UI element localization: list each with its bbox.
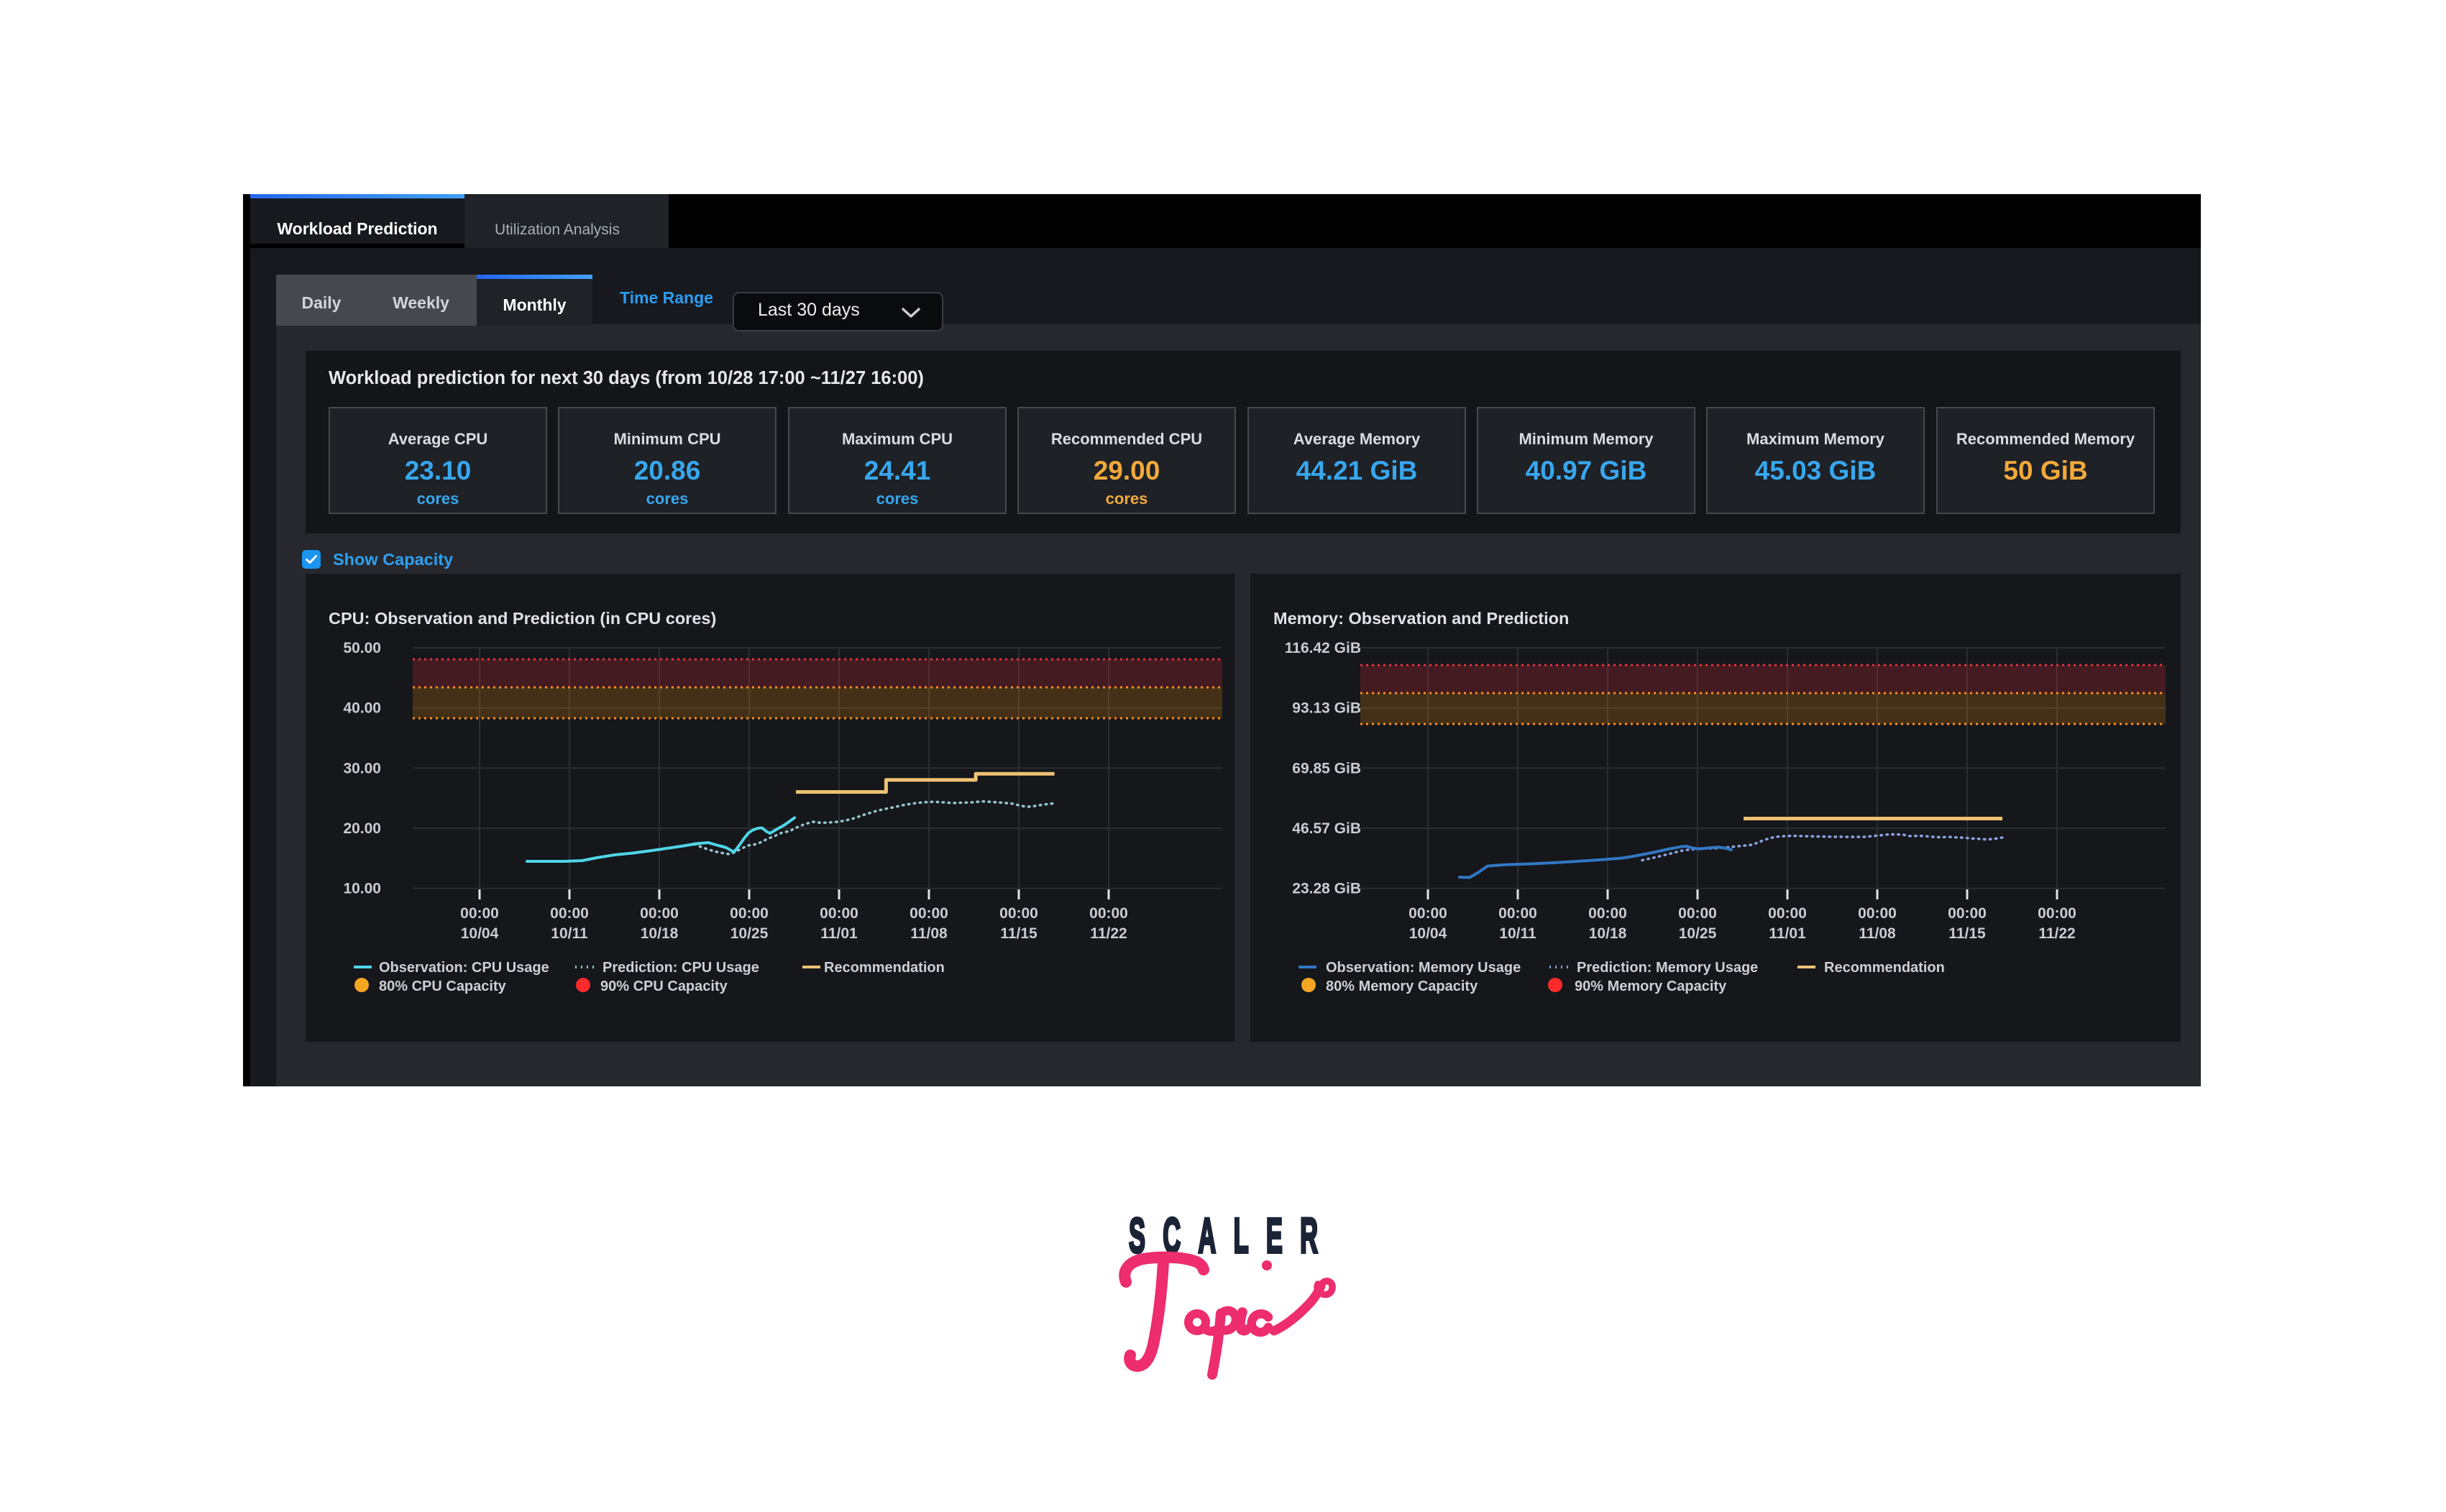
svg-text:11/01: 11/01: [820, 925, 858, 942]
svg-text:11/08: 11/08: [910, 925, 948, 942]
svg-text:10.00: 10.00: [343, 881, 381, 897]
svg-text:00:00: 00:00: [550, 905, 589, 922]
svg-text:00:00: 00:00: [460, 905, 499, 922]
svg-text:10/25: 10/25: [730, 925, 769, 942]
svg-text:80% Memory Capacity: 80% Memory Capacity: [1326, 979, 1478, 994]
svg-text:00:00: 00:00: [1588, 905, 1627, 922]
svg-text:10/11: 10/11: [551, 925, 588, 942]
svg-text:00:00: 00:00: [1858, 905, 1897, 922]
svg-text:90% Memory Capacity: 90% Memory Capacity: [1575, 979, 1727, 994]
svg-text:Prediction: CPU Usage: Prediction: CPU Usage: [603, 960, 759, 976]
svg-text:11/22: 11/22: [1090, 925, 1127, 942]
svg-text:10/25: 10/25: [1679, 925, 1717, 942]
svg-text:10/18: 10/18: [1589, 925, 1627, 942]
svg-text:00:00: 00:00: [1408, 905, 1447, 922]
svg-text:Observation: Memory Usage: Observation: Memory Usage: [1326, 960, 1521, 976]
svg-text:00:00: 00:00: [1948, 905, 1987, 922]
svg-text:Recommendation: Recommendation: [1824, 960, 1945, 976]
svg-text:11/22: 11/22: [2038, 925, 2075, 942]
svg-text:69.85 GiB: 69.85 GiB: [1292, 760, 1361, 776]
svg-text:00:00: 00:00: [640, 905, 679, 922]
svg-text:Prediction: Memory Usage: Prediction: Memory Usage: [1577, 960, 1758, 976]
svg-text:Recommendation: Recommendation: [824, 960, 945, 976]
svg-text:10/11: 10/11: [1499, 925, 1536, 942]
svg-text:00:00: 00:00: [1678, 905, 1717, 922]
svg-text:10/04: 10/04: [1409, 925, 1447, 942]
svg-text:11/15: 11/15: [1000, 925, 1038, 942]
svg-text:CPU: Observation and Predictio: CPU: Observation and Prediction (in CPU …: [329, 609, 716, 628]
svg-text:116.42 GiB: 116.42 GiB: [1285, 640, 1361, 656]
svg-text:00:00: 00:00: [730, 905, 769, 922]
svg-text:11/15: 11/15: [1948, 925, 1986, 942]
svg-text:40.00: 40.00: [343, 700, 381, 717]
svg-text:Memory: Observation and Predic: Memory: Observation and Prediction: [1273, 609, 1569, 628]
svg-text:93.13 GiB: 93.13 GiB: [1292, 700, 1361, 717]
svg-text:00:00: 00:00: [2038, 905, 2076, 922]
svg-text:90% CPU Capacity: 90% CPU Capacity: [600, 979, 728, 994]
svg-text:23.28 GiB: 23.28 GiB: [1292, 881, 1361, 897]
svg-text:50.00: 50.00: [343, 640, 381, 656]
svg-text:46.57 GiB: 46.57 GiB: [1292, 820, 1361, 837]
svg-text:11/08: 11/08: [1859, 925, 1896, 942]
svg-text:00:00: 00:00: [1089, 905, 1128, 922]
svg-text:80% CPU Capacity: 80% CPU Capacity: [379, 979, 507, 994]
svg-text:00:00: 00:00: [999, 905, 1038, 922]
svg-text:00:00: 00:00: [820, 905, 858, 922]
svg-text:00:00: 00:00: [910, 905, 948, 922]
svg-text:Observation: CPU Usage: Observation: CPU Usage: [379, 960, 549, 976]
svg-text:00:00: 00:00: [1768, 905, 1807, 922]
svg-text:30.00: 30.00: [343, 760, 381, 776]
svg-text:11/01: 11/01: [1769, 925, 1806, 942]
svg-text:10/04: 10/04: [461, 925, 499, 942]
svg-text:10/18: 10/18: [641, 925, 679, 942]
svg-text:20.00: 20.00: [343, 820, 381, 837]
svg-text:00:00: 00:00: [1498, 905, 1537, 922]
